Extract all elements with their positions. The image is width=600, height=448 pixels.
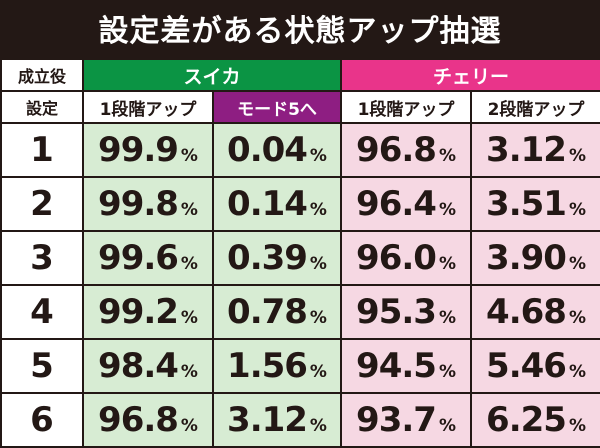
probability-value: 99.9	[98, 130, 179, 170]
cherry-1step-cell: 96.8%	[340, 122, 473, 178]
percent-sign: %	[180, 308, 198, 328]
percent-sign: %	[180, 362, 198, 382]
probability-value: 99.8	[98, 184, 179, 224]
probability-value: 96.4	[356, 184, 437, 224]
cherry-2step-cell: 3.51%	[470, 176, 600, 232]
table-row: 3 99.6% 0.39% 96.0% 3.90%	[0, 230, 600, 286]
suika-mode5-cell: 0.14%	[211, 176, 343, 232]
suika-1step-cell: 99.6%	[82, 230, 214, 286]
table-row: 1 99.9% 0.04% 96.8% 3.12%	[0, 122, 600, 178]
probability-value: 6.25	[486, 400, 567, 440]
cherry-2step-cell: 4.68%	[470, 284, 600, 340]
probability-value: 96.0	[356, 238, 437, 278]
cherry-1step-header: 1段階アップ	[340, 90, 473, 124]
setting-number: 2	[0, 176, 84, 232]
suika-1step-cell: 96.8%	[82, 392, 214, 448]
probability-value: 0.04	[227, 130, 308, 170]
cherry-2step-cell: 5.46%	[470, 338, 600, 394]
role-label: 成立役	[0, 58, 84, 92]
cherry-2step-cell: 3.90%	[470, 230, 600, 286]
percent-sign: %	[438, 362, 456, 382]
suika-1step-cell: 98.4%	[82, 338, 214, 394]
probability-value: 96.8	[98, 400, 179, 440]
percent-sign: %	[309, 308, 327, 328]
percent-sign: %	[180, 416, 198, 436]
setting-label: 設定	[0, 90, 84, 124]
suika-mode5-cell: 3.12%	[211, 392, 343, 448]
suika-mode5-header: モード5へ	[211, 90, 343, 124]
suika-1step-cell: 99.2%	[82, 284, 214, 340]
probability-value: 3.12	[227, 400, 308, 440]
suika-1step-cell: 99.9%	[82, 122, 214, 178]
percent-sign: %	[180, 146, 198, 166]
percent-sign: %	[568, 416, 586, 436]
cherry-1step-cell: 94.5%	[340, 338, 473, 394]
setting-number: 4	[0, 284, 84, 340]
cherry-2step-header: 2段階アップ	[470, 90, 600, 124]
probability-value: 99.2	[98, 292, 179, 332]
suika-mode5-cell: 0.04%	[211, 122, 343, 178]
cherry-2step-cell: 6.25%	[470, 392, 600, 448]
table-row: 5 98.4% 1.56% 94.5% 5.46%	[0, 338, 600, 394]
suika-header: スイカ	[81, 58, 343, 92]
probability-value: 0.39	[227, 238, 308, 278]
percent-sign: %	[438, 146, 456, 166]
table-row: 4 99.2% 0.78% 95.3% 4.68%	[0, 284, 600, 340]
probability-value: 1.56	[227, 346, 308, 386]
table-row: 6 96.8% 3.12% 93.7% 6.25%	[0, 392, 600, 448]
header-row-sub: 設定 1段階アップ モード5へ 1段階アップ 2段階アップ	[0, 90, 600, 124]
setting-number: 1	[0, 122, 84, 178]
probability-value: 0.14	[227, 184, 308, 224]
table-row: 2 99.8% 0.14% 96.4% 3.51%	[0, 176, 600, 232]
setting-number: 3	[0, 230, 84, 286]
setting-number: 6	[0, 392, 84, 448]
percent-sign: %	[309, 146, 327, 166]
suika-mode5-cell: 1.56%	[211, 338, 343, 394]
percent-sign: %	[568, 308, 586, 328]
percent-sign: %	[309, 254, 327, 274]
percent-sign: %	[568, 146, 586, 166]
cherry-2step-cell: 3.12%	[470, 122, 600, 178]
percent-sign: %	[568, 254, 586, 274]
percent-sign: %	[438, 254, 456, 274]
probability-value: 99.6	[98, 238, 179, 278]
percent-sign: %	[309, 200, 327, 220]
settings-table: 成立役 スイカ チェリー 設定 1段階アップ モード5へ 1段階アップ 2段階ア…	[0, 58, 600, 448]
probability-value: 96.8	[356, 130, 437, 170]
probability-value: 98.4	[98, 346, 179, 386]
probability-value: 3.51	[486, 184, 567, 224]
cherry-1step-cell: 93.7%	[340, 392, 473, 448]
cherry-1step-cell: 96.4%	[340, 176, 473, 232]
probability-value: 3.12	[486, 130, 567, 170]
percent-sign: %	[309, 362, 327, 382]
percent-sign: %	[180, 200, 198, 220]
probability-value: 94.5	[356, 346, 437, 386]
percent-sign: %	[438, 200, 456, 220]
probability-value: 0.78	[227, 292, 308, 332]
probability-value: 3.90	[486, 238, 567, 278]
header-row-groups: 成立役 スイカ チェリー	[0, 58, 600, 92]
probability-value: 95.3	[356, 292, 437, 332]
percent-sign: %	[180, 254, 198, 274]
cherry-1step-cell: 95.3%	[340, 284, 473, 340]
setting-number: 5	[0, 338, 84, 394]
cherry-1step-cell: 96.0%	[340, 230, 473, 286]
suika-mode5-cell: 0.39%	[211, 230, 343, 286]
suika-1step-header: 1段階アップ	[82, 90, 214, 124]
probability-value: 93.7	[356, 400, 437, 440]
title-bar: 設定差がある状態アップ抽選	[0, 0, 600, 56]
probability-value: 4.68	[486, 292, 567, 332]
percent-sign: %	[438, 416, 456, 436]
percent-sign: %	[568, 362, 586, 382]
probability-value: 5.46	[486, 346, 567, 386]
percent-sign: %	[309, 416, 327, 436]
suika-1step-cell: 99.8%	[82, 176, 214, 232]
cherry-header: チェリー	[340, 58, 600, 92]
percent-sign: %	[438, 308, 456, 328]
percent-sign: %	[568, 200, 586, 220]
page-title: 設定差がある状態アップ抽選	[98, 14, 502, 49]
suika-mode5-cell: 0.78%	[211, 284, 343, 340]
